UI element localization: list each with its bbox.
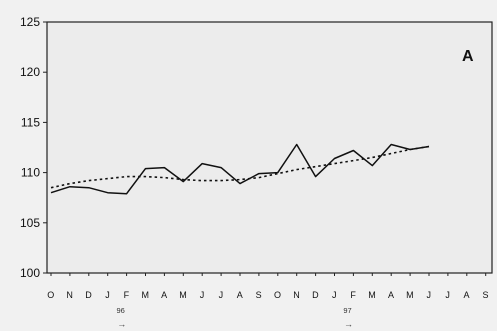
y-tick-label: 105 xyxy=(20,216,40,230)
y-axis: 100 105 110 115 120 125 xyxy=(20,15,47,280)
x-tick-label: S xyxy=(482,290,489,300)
x-tick-label: J xyxy=(105,290,110,300)
x-tick-label: S xyxy=(256,290,263,300)
x-tick-label: J xyxy=(427,290,432,300)
year-markers: 96 → 97 → xyxy=(117,306,353,329)
x-tick-label: D xyxy=(312,290,319,300)
x-tick-label: F xyxy=(350,290,356,300)
x-tick-label: J xyxy=(219,290,224,300)
year-marker-arrow: → xyxy=(117,319,126,329)
year-marker-label: 97 xyxy=(343,306,351,315)
x-tick-label: M xyxy=(179,290,187,300)
x-tick-label: J xyxy=(200,290,205,300)
x-tick-label: N xyxy=(293,290,300,300)
x-tick-label: O xyxy=(274,290,282,300)
y-tick-label: 115 xyxy=(21,115,40,129)
panel-label: A xyxy=(462,48,474,65)
series-lines xyxy=(50,143,430,195)
x-tick-label: A xyxy=(464,290,471,300)
y-tick-label: 100 xyxy=(20,266,40,280)
y-tick-label: 110 xyxy=(21,166,40,180)
x-tick-label: M xyxy=(142,290,150,300)
x-tick-label: N xyxy=(66,290,73,300)
x-tick-label: A xyxy=(237,290,244,300)
x-tick-label: J xyxy=(445,290,450,300)
x-tick-label: A xyxy=(388,290,395,300)
x-tick-label: O xyxy=(47,290,55,300)
x-tick-label: D xyxy=(85,290,92,300)
x-tick-label: A xyxy=(161,290,168,300)
series-line-solid xyxy=(50,143,430,195)
y-tick-label: 120 xyxy=(20,65,40,79)
x-tick-label: M xyxy=(368,290,376,300)
year-marker-label: 96 xyxy=(117,306,125,315)
x-tick-label: M xyxy=(406,290,414,300)
x-tick-label: F xyxy=(124,290,130,300)
x-tick-label: J xyxy=(332,290,337,300)
y-tick-label: 125 xyxy=(20,15,40,29)
year-marker-arrow: → xyxy=(344,319,353,329)
